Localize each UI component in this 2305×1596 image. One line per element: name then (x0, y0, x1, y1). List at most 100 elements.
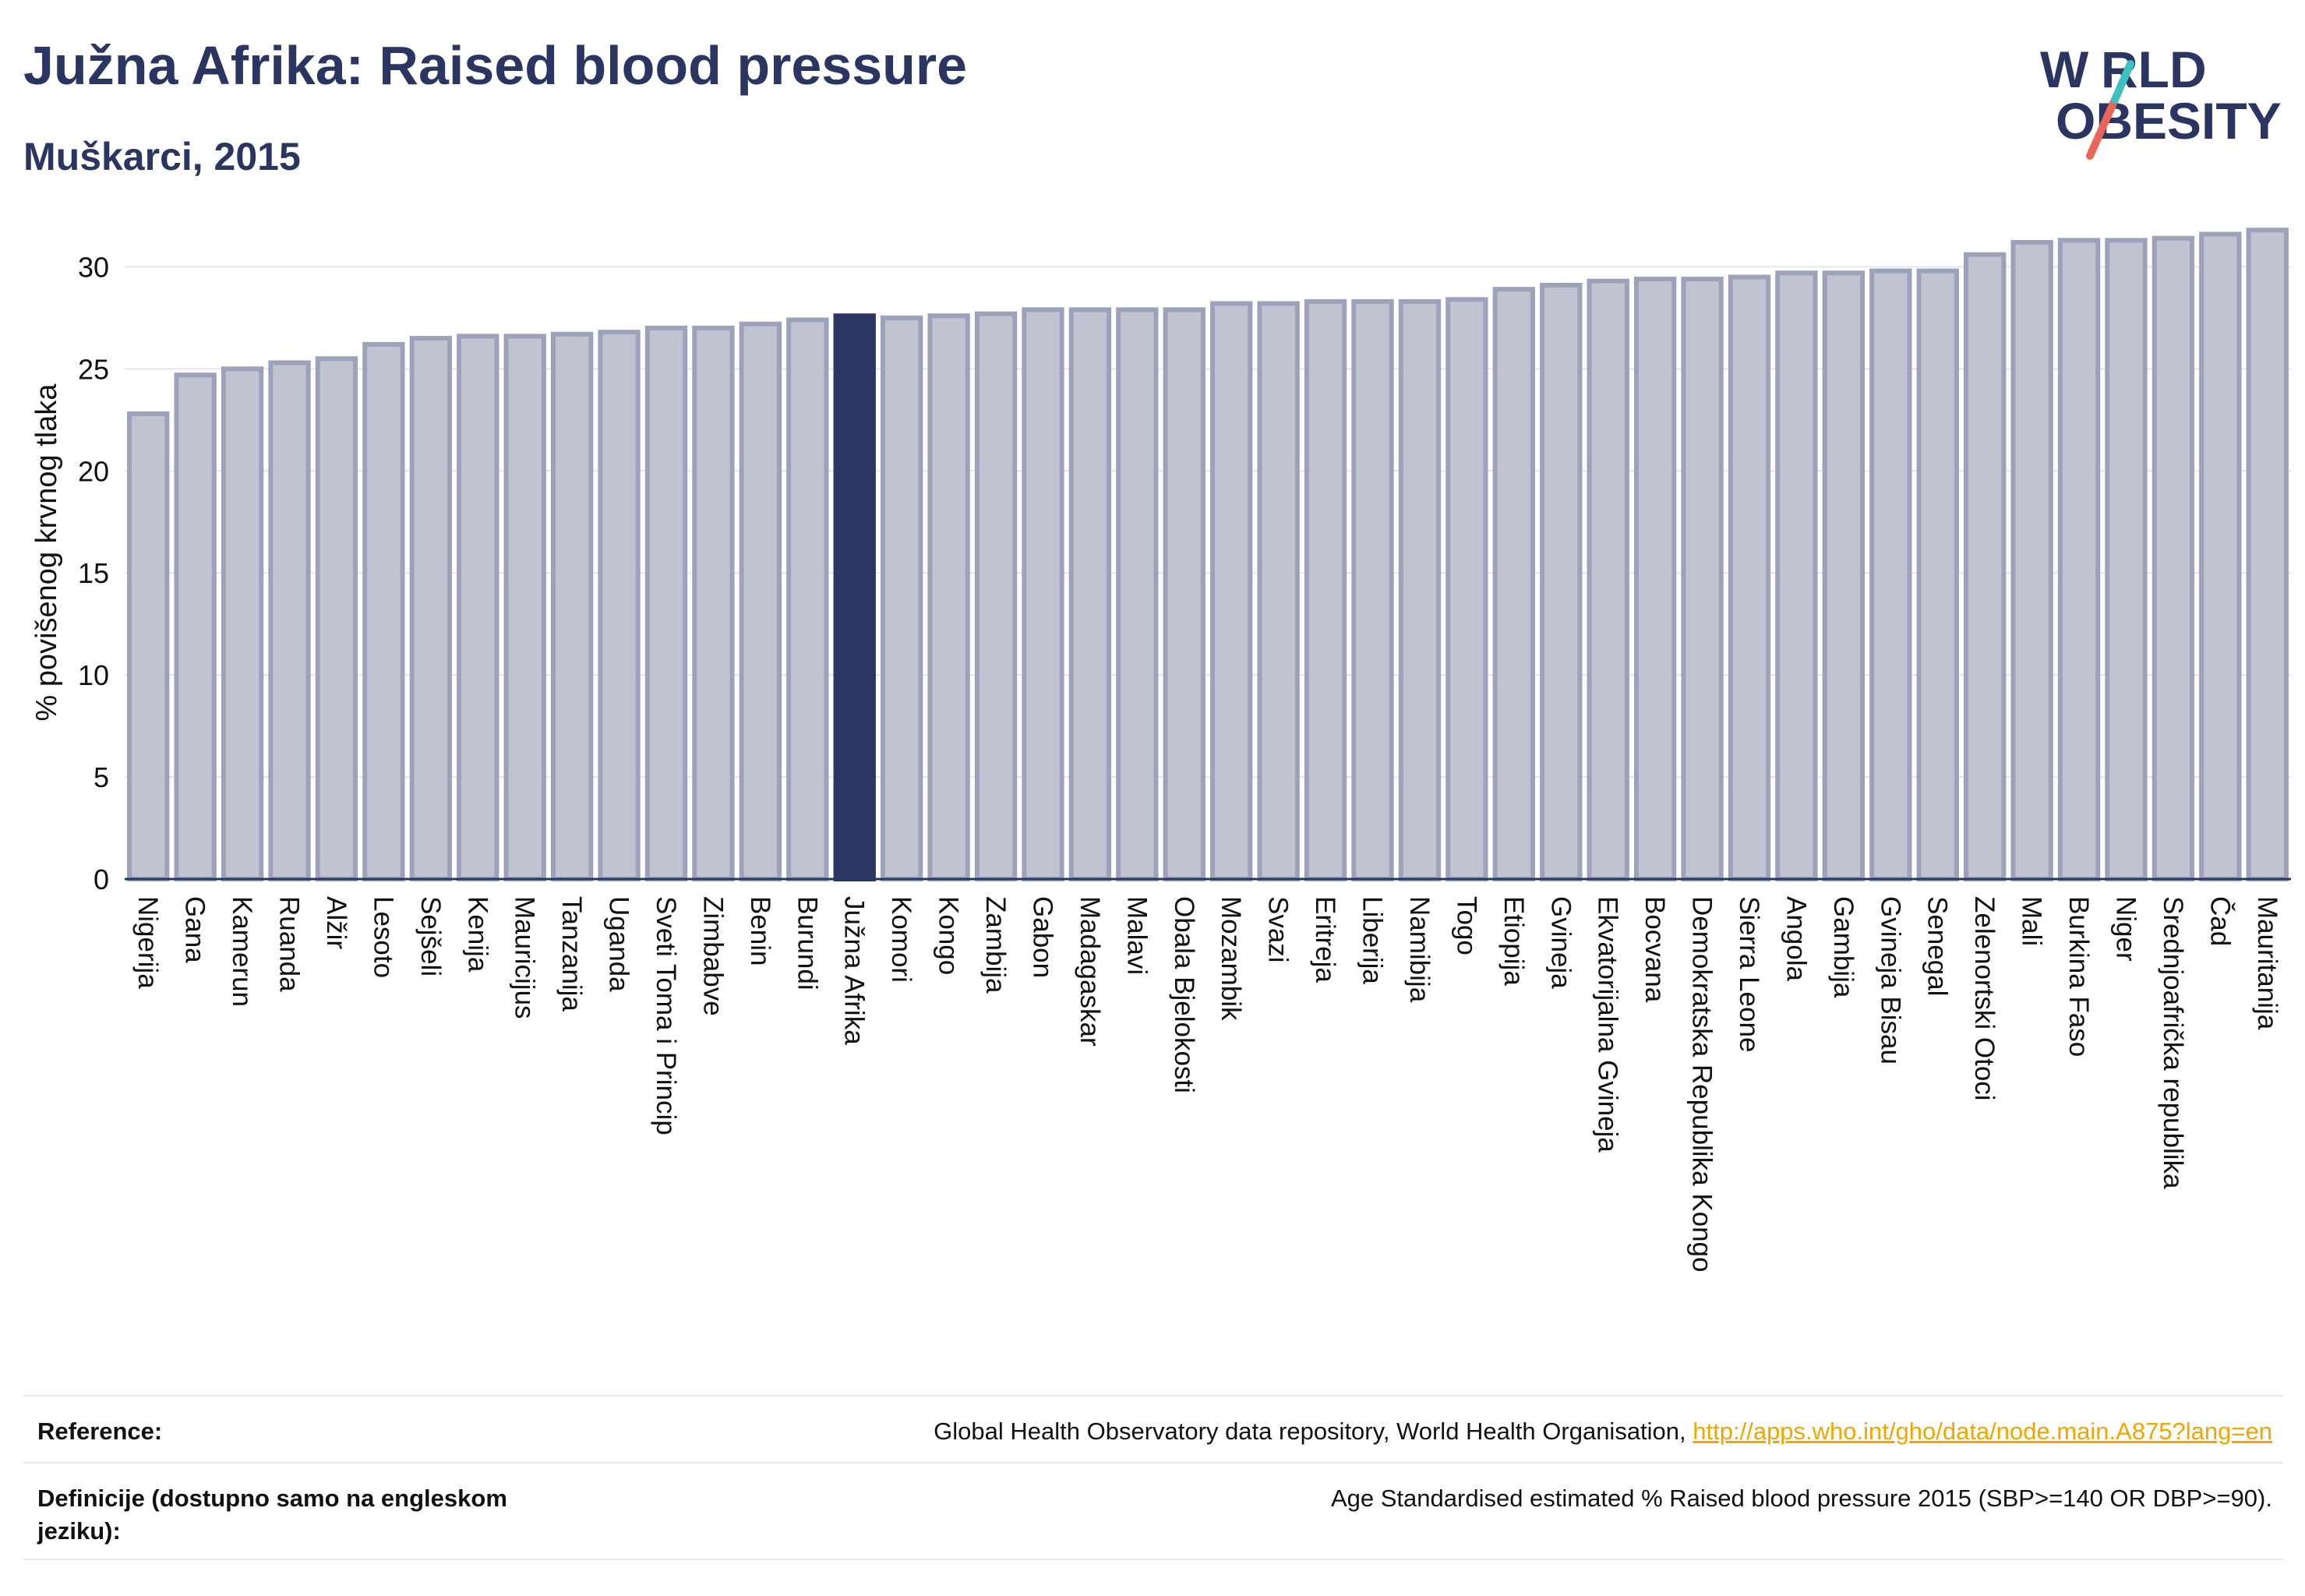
bar-uganda[interactable] (598, 330, 641, 881)
y-tick-label: 10 (78, 659, 109, 691)
x-tick-label: Kenija (462, 896, 492, 973)
x-tick-label: Mauricijus (510, 896, 540, 1019)
bar-madagaskar[interactable] (1068, 307, 1112, 881)
bar-benin[interactable] (739, 321, 782, 881)
x-axis-labels: Nigerija Gana Kamerun Ruanda Alžir Lesoto Sejš… (132, 896, 2282, 1272)
bar-kongo[interactable] (927, 313, 970, 882)
bar-sveti-toma-i-princip[interactable] (644, 325, 688, 881)
bar-togo[interactable] (1445, 297, 1488, 881)
x-tick-label: Srednjoafrička republika (2158, 896, 2188, 1189)
x-tick-label: Gambija (1828, 896, 1858, 998)
x-tick-label: Mauritanija (2252, 896, 2282, 1030)
x-tick-label: Zelenortski Otoci (1969, 896, 2000, 1101)
x-tick-label: Liberija (1357, 896, 1388, 984)
bar-burkina-faso[interactable] (2057, 238, 2101, 881)
bar-nigerija[interactable] (127, 411, 170, 881)
x-tick-label: Ekvatorijalna Gvineja (1593, 896, 1623, 1153)
bar-ekvatorijalna-gvineja[interactable] (1587, 278, 1629, 881)
reference-value: Global Health Observatory data repositor… (934, 1396, 2283, 1448)
x-tick-label: Komori (886, 896, 916, 983)
bar-sierra-leone[interactable] (1728, 274, 1771, 881)
bar-mali[interactable] (2010, 239, 2053, 881)
x-tick-label: Gana (180, 896, 210, 963)
definition-label: Definicije (dostupno samo na engleskom j… (37, 1485, 507, 1545)
x-tick-label: Lesoto (368, 896, 398, 978)
reference-link[interactable]: http://apps.who.int/gho/data/node.main.A… (1693, 1418, 2272, 1445)
bar-kamerun[interactable] (221, 366, 264, 881)
bar-komori[interactable] (881, 315, 923, 881)
x-tick-label: Čad (2204, 896, 2235, 946)
x-tick-label: Tanzanija (556, 896, 587, 1012)
definition-row: Definicije (dostupno samo na engleskom j… (23, 1462, 2283, 1560)
bar-sejšeli[interactable] (409, 336, 452, 881)
x-tick-label: Sveti Toma i Princip (651, 896, 681, 1135)
y-axis-label: % povišenog krvnog tlaka (30, 383, 63, 722)
x-tick-label: Eritreja (1310, 896, 1340, 983)
x-tick-label: Angola (1781, 896, 1811, 982)
x-tick-label: Zambija (980, 896, 1011, 994)
x-tick-label: Benin (745, 896, 775, 966)
x-tick-label: Obala Bjelokosti (1169, 896, 1199, 1093)
definition-text: Age Standardised estimated % Raised bloo… (1330, 1485, 2272, 1512)
y-tick-label: 25 (78, 353, 109, 385)
reference-row: Reference: Global Health Observatory dat… (23, 1395, 2283, 1462)
x-tick-label: Kamerun (227, 896, 257, 1007)
bar-zimbabve[interactable] (692, 325, 735, 881)
bar-zelenortski-otoci[interactable] (1964, 252, 2007, 882)
bar-niger[interactable] (2105, 238, 2148, 881)
bar-bocvana[interactable] (1633, 277, 1677, 881)
bar-eritreja[interactable] (1304, 298, 1347, 881)
x-tick-label: Etiopija (1498, 896, 1529, 986)
x-tick-label: Madagaskar (1075, 896, 1105, 1047)
x-tick-label: Gabon (1027, 896, 1057, 978)
bar-namibija[interactable] (1398, 298, 1442, 881)
bar-liberija[interactable] (1351, 298, 1394, 881)
x-tick-label: Mozambik (1216, 896, 1246, 1021)
reference-label: Reference: (37, 1418, 163, 1445)
x-tick-label: Ruanda (274, 896, 305, 992)
x-tick-label: Burundi (792, 896, 822, 990)
bar-kenija[interactable] (457, 334, 499, 882)
y-tick-label: 0 (94, 863, 109, 895)
x-tick-label: Kongo (934, 896, 964, 975)
bar-južna-afrika[interactable] (833, 313, 876, 882)
bar-zambija[interactable] (974, 311, 1018, 881)
x-tick-label: Gvineja (1545, 896, 1576, 989)
x-tick-label: Senegal (1922, 896, 1953, 996)
bar-mauricijus[interactable] (503, 334, 546, 882)
world-obesity-logo: W RLD OBESITY (2040, 41, 2282, 160)
x-tick-label: Svazi (1263, 896, 1294, 963)
bar-gvineja-bisau[interactable] (1869, 268, 1912, 881)
bar-mozambik[interactable] (1210, 301, 1253, 881)
bar-lesoto[interactable] (362, 341, 405, 881)
chart-subtitle: Muškarci, 2015 (23, 135, 301, 178)
x-tick-label: Zimbabve (697, 896, 728, 1016)
bars (127, 228, 2289, 882)
bar-čad[interactable] (2199, 231, 2242, 882)
bar-senegal[interactable] (1916, 268, 1959, 881)
bar-tanzanija[interactable] (550, 331, 594, 881)
x-tick-label: Sierra Leone (1734, 896, 1764, 1052)
bar-demokratska-republika-kongo[interactable] (1681, 277, 1724, 881)
bar-obala-bjelokosti[interactable] (1163, 307, 1205, 881)
reference-text: Global Health Observatory data repositor… (934, 1418, 1686, 1445)
bar-malavi[interactable] (1116, 307, 1159, 881)
bar-chart: 0 5 10 15 20 25 30 Nigerija Gana Kamerun Ruanda Al… (30, 228, 2291, 1272)
bar-ruanda[interactable] (268, 360, 311, 881)
y-tick-label: 20 (78, 455, 109, 487)
bar-angola[interactable] (1775, 270, 1818, 881)
bar-alžir[interactable] (315, 356, 358, 881)
x-tick-label: Niger (2110, 896, 2141, 962)
bar-svazi[interactable] (1257, 301, 1300, 881)
bar-gvineja[interactable] (1540, 282, 1583, 882)
bar-gabon[interactable] (1022, 307, 1064, 881)
bar-burundi[interactable] (786, 317, 829, 881)
x-tick-label: Uganda (604, 896, 634, 992)
bar-mauritanija[interactable] (2246, 228, 2289, 881)
x-tick-label: Bocvana (1640, 896, 1670, 1003)
bar-gana[interactable] (174, 373, 217, 881)
svg-text:W: W (2040, 41, 2089, 98)
bar-gambija[interactable] (1822, 270, 1866, 881)
bar-srednjoafrička-republika[interactable] (2151, 235, 2195, 881)
bar-etiopija[interactable] (1492, 287, 1536, 881)
